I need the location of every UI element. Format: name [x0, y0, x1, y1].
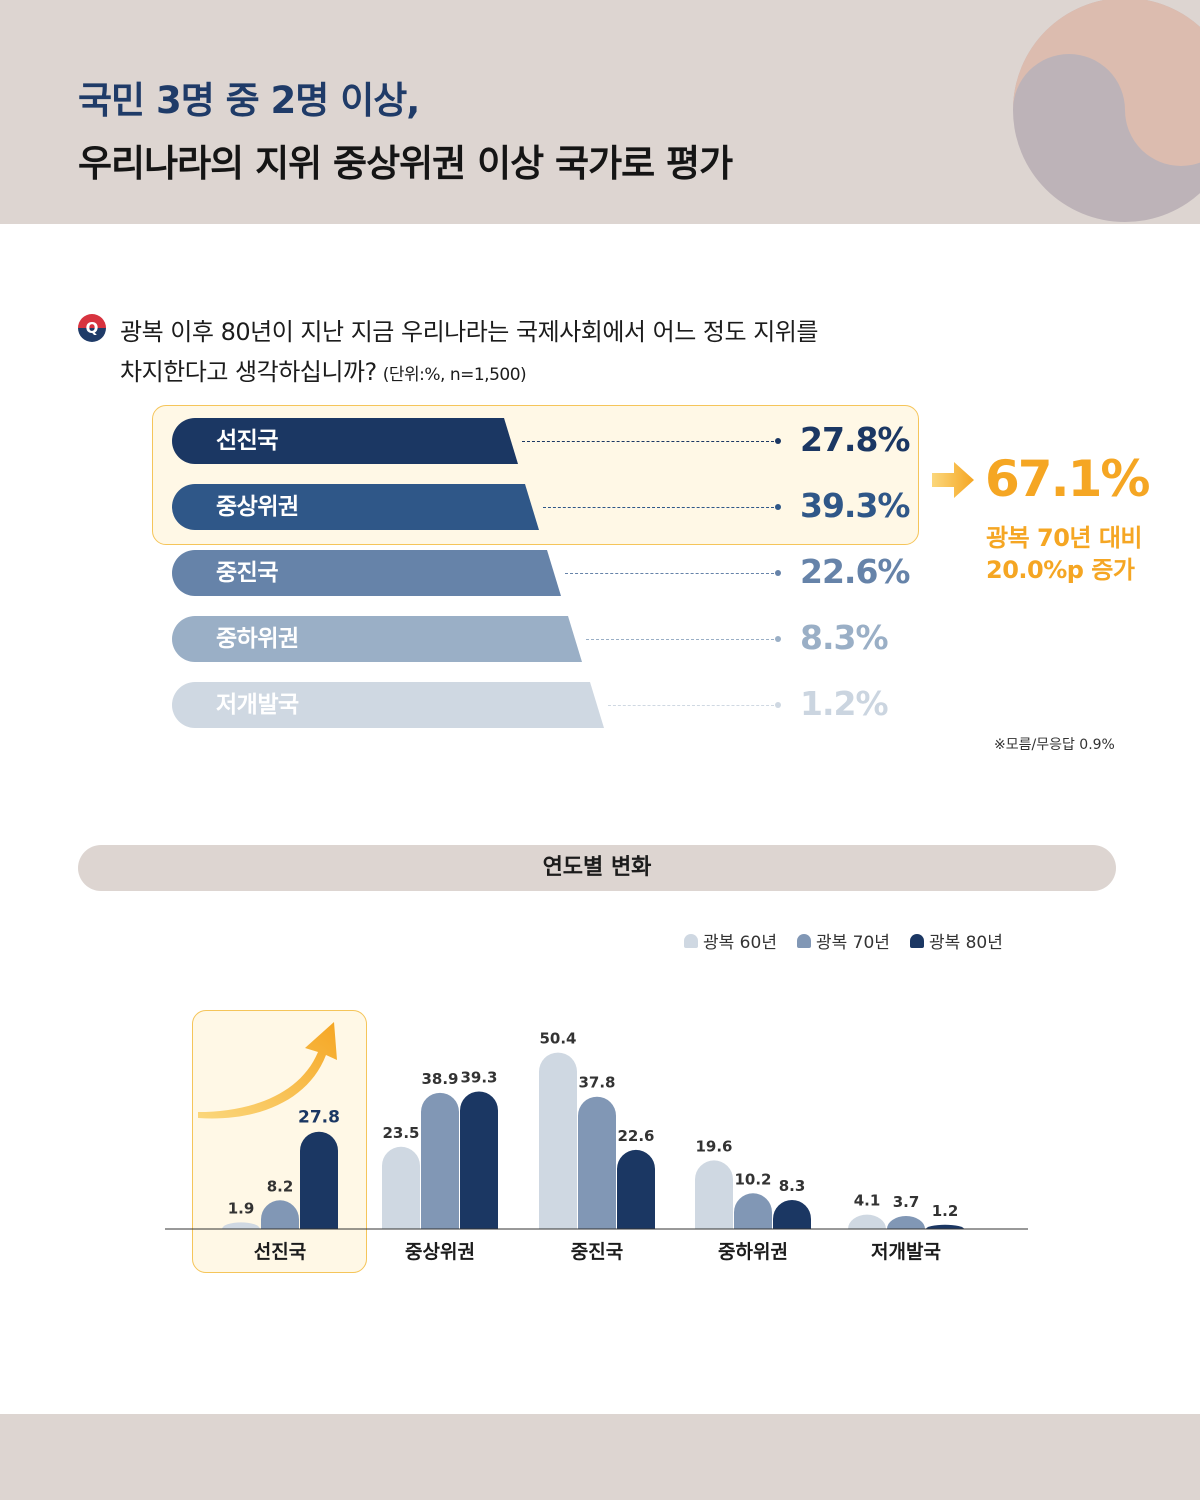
chart-data-label: 23.5 — [382, 1124, 419, 1142]
yearly-bar-chart: 1.9 23.5 50.4 19.6 4.1 8.2 38.9 37.8 10.2 3.7 27.8… — [165, 1022, 1028, 1263]
status-bar-label: 저개발국 — [216, 692, 299, 718]
leader-dot — [775, 702, 781, 708]
chart-data-label: 8.2 — [267, 1177, 294, 1195]
chart-bar — [421, 1092, 459, 1229]
chart-data-label: 1.2 — [932, 1202, 959, 1220]
arrow-right-icon — [932, 462, 974, 498]
status-bar-row: 선진국 — [172, 418, 518, 464]
leader-line — [543, 507, 774, 508]
footer-band — [0, 1414, 1200, 1500]
leader-line — [586, 639, 774, 640]
status-bar-row: 중하위권 — [172, 616, 582, 662]
status-bar-shape — [172, 682, 604, 728]
status-bar-shape — [172, 484, 539, 530]
chart-data-label: 4.1 — [854, 1192, 881, 1210]
legend-label-70: 광복 70년 — [815, 933, 890, 953]
chart-data-label: 37.8 — [578, 1074, 615, 1092]
chart-bar — [617, 1149, 655, 1229]
section-title-yearly: 연도별 변화 — [78, 845, 1116, 891]
question-badge: Q — [78, 314, 106, 342]
status-bar-value: 1.2% — [800, 684, 889, 723]
header-banner: 국민 3명 중 2명 이상, 우리나라의 지위 중상위권 이상 국가로 평가 — [0, 0, 1200, 224]
chart-legend: 광복 60년 광복 70년 광복 80년 — [684, 928, 1003, 953]
summary-total-percent: 67.1% — [985, 450, 1150, 508]
chart-category-label: 중진국 — [571, 1241, 623, 1263]
chart-bar — [578, 1096, 616, 1229]
status-bar-value: 8.3% — [800, 618, 889, 657]
page-title-line1: 국민 3명 중 2명 이상, — [78, 79, 420, 122]
chart-bar — [695, 1160, 733, 1229]
chart-bar — [300, 1131, 338, 1229]
chart-bar — [848, 1214, 886, 1229]
chart-data-label: 1.9 — [228, 1199, 255, 1217]
leader-line — [565, 573, 774, 574]
yin-yang-decoration — [1013, 0, 1200, 222]
status-bar-shape — [172, 418, 518, 464]
chart-data-label: 38.9 — [421, 1070, 458, 1088]
leader-dot — [775, 636, 781, 642]
chart-data-label: 19.6 — [695, 1137, 732, 1155]
chart-category-label: 선진국 — [254, 1241, 306, 1263]
chart-data-label: 27.8 — [298, 1108, 340, 1128]
status-bar-row: 저개발국 — [172, 682, 604, 728]
legend-label-80: 광복 80년 — [928, 933, 1003, 953]
chart-category-label: 중하위권 — [718, 1241, 788, 1263]
question-unit: (단위:%, n=1,500) — [382, 365, 527, 385]
chart-data-label: 39.3 — [460, 1068, 497, 1086]
chart-bar — [887, 1216, 925, 1229]
chart-bar — [734, 1193, 772, 1229]
status-bar-value: 22.6% — [800, 552, 910, 591]
chart-data-label: 22.6 — [617, 1127, 654, 1145]
status-bar-label: 중하위권 — [216, 626, 299, 652]
legend-label-60: 광복 60년 — [703, 933, 777, 953]
chart-bar — [773, 1199, 811, 1229]
legend-item-80: 광복 80년 — [909, 928, 1003, 953]
leader-line — [608, 705, 774, 706]
legend-item-60: 광복 60년 — [684, 928, 777, 953]
leader-dot — [775, 438, 781, 444]
summary-note-line1: 광복 70년 대비 — [986, 524, 1143, 552]
leader-dot — [775, 504, 781, 510]
question-text-line2: 차지한다고 생각하십니까? (단위:%, n=1,500) — [120, 352, 527, 387]
legend-swatch-70 — [796, 933, 811, 948]
chart-data-label: 50.4 — [539, 1030, 576, 1048]
page-title-line2: 우리나라의 지위 중상위권 이상 국가로 평가 — [78, 142, 733, 185]
chart-category-label: 저개발국 — [871, 1241, 941, 1263]
chart-data-label: 3.7 — [893, 1193, 920, 1211]
legend-item-70: 광복 70년 — [796, 928, 890, 953]
status-bar-value: 27.8% — [800, 420, 910, 459]
status-bar-label: 선진국 — [216, 428, 278, 454]
summary-note-line2: 20.0%p 증가 — [986, 556, 1135, 584]
chart-bar — [460, 1091, 498, 1229]
status-bar-value: 39.3% — [800, 486, 910, 525]
growth-arrow-icon — [198, 1022, 337, 1119]
chart-data-label: 10.2 — [734, 1170, 771, 1188]
legend-swatch-60 — [684, 933, 698, 948]
status-bar-label: 중진국 — [216, 560, 278, 586]
chart-category-label: 중상위권 — [405, 1241, 475, 1263]
chart-bar — [926, 1224, 964, 1229]
question-text-line1: 광복 이후 80년이 지난 지금 우리나라는 국제사회에서 어느 정도 지위를 — [120, 318, 818, 346]
leader-line — [522, 441, 774, 442]
chart-bar — [539, 1052, 577, 1229]
chart-bar — [382, 1146, 420, 1229]
status-bar-row: 중진국 — [172, 550, 561, 596]
legend-swatch-80 — [909, 933, 924, 948]
status-bar-row: 중상위권 — [172, 484, 539, 530]
status-bar-shape — [172, 616, 582, 662]
chart-data-label: 8.3 — [779, 1177, 806, 1195]
status-bar-shape — [172, 550, 561, 596]
chart-bar — [222, 1222, 260, 1229]
chart-bar — [261, 1200, 299, 1229]
leader-dot — [775, 570, 781, 576]
status-bar-label: 중상위권 — [216, 494, 299, 520]
question-text: 차지한다고 생각하십니까? — [120, 358, 377, 386]
footnote: ※모름/무응답 0.9% — [994, 737, 1115, 753]
